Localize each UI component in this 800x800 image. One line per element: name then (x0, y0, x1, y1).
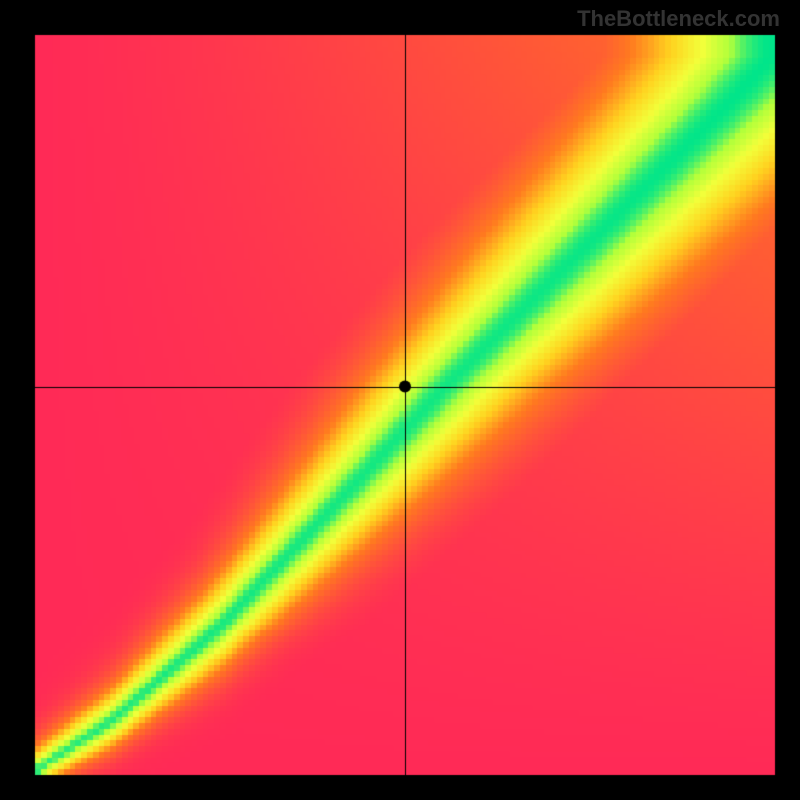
watermark-label: TheBottleneck.com (577, 6, 780, 32)
bottleneck-heatmap-canvas (0, 0, 800, 800)
